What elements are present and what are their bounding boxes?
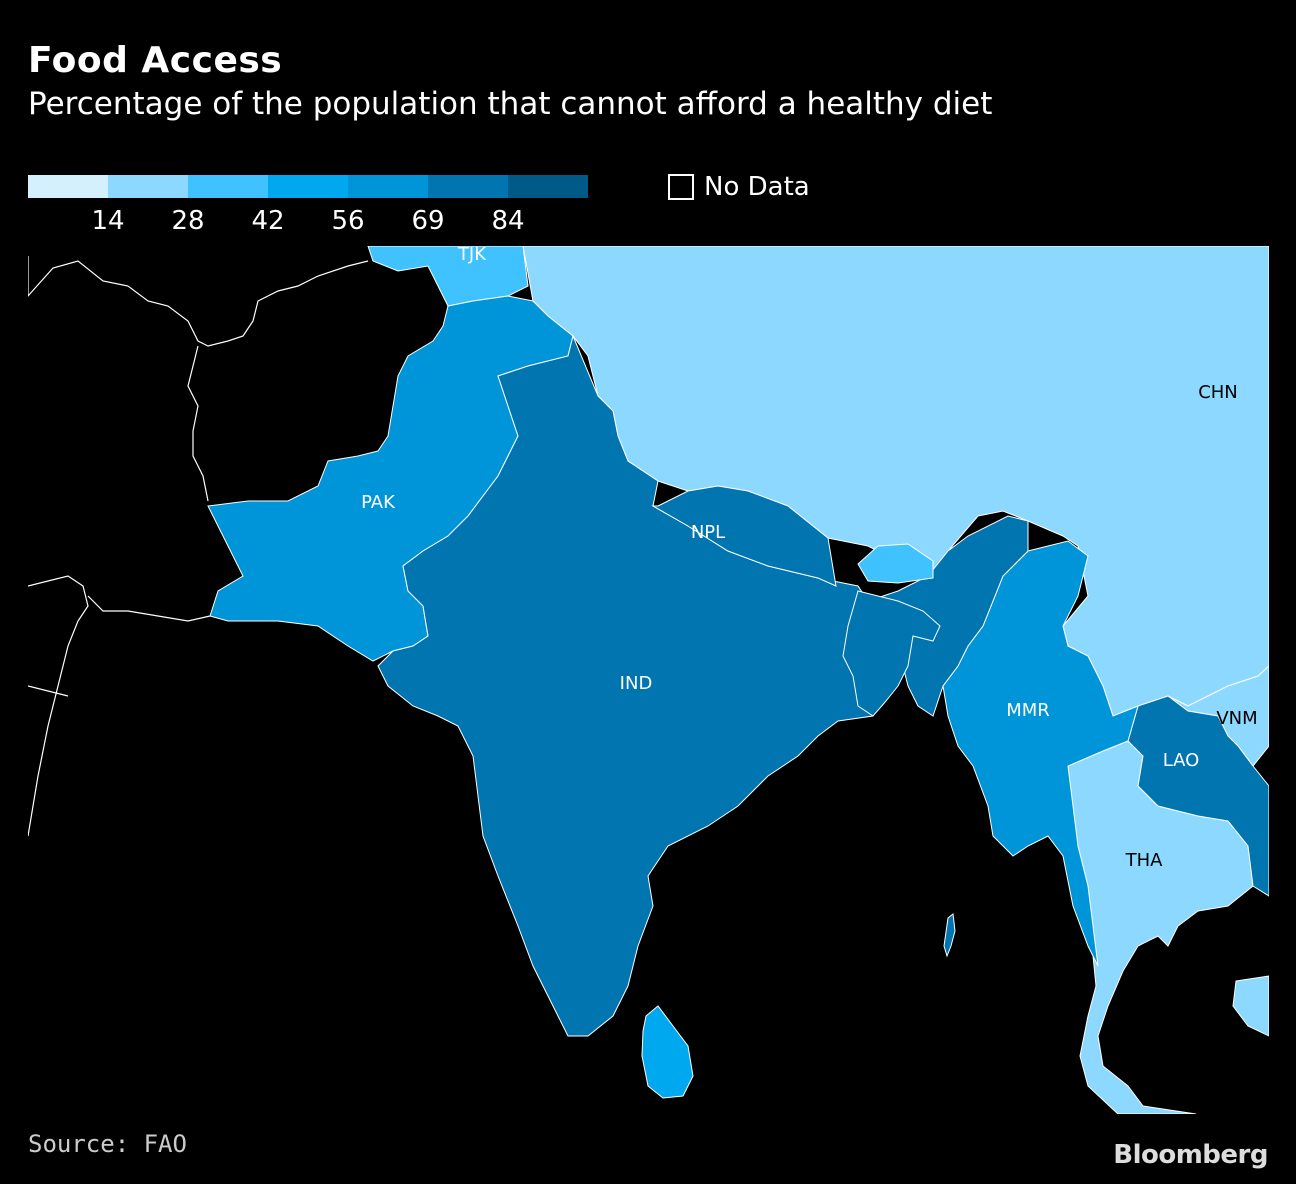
no-data-swatch [668,174,694,200]
region-bgd [842,590,941,717]
legend-swatch [188,175,268,198]
map-svg: TJK PAK NPL IND CHN MMR LAO VNM THA [28,246,1269,1114]
legend-tick: 84 [491,206,525,236]
legend-swatch [428,175,508,198]
label-ind: IND [620,673,653,694]
legend-swatch [268,175,348,198]
legend-tick: 42 [251,206,285,236]
legend-swatch [108,175,188,198]
legend-tick: 56 [331,206,365,236]
legend-no-data: No Data [668,172,810,202]
legend-swatch [28,175,108,198]
label-npl: NPL [691,522,725,543]
label-mmr: MMR [1006,700,1050,721]
region-mys [1232,975,1269,1037]
chart-title: Food Access [28,40,283,81]
legend-swatch [508,175,588,198]
country-borders [28,256,369,837]
map: TJK PAK NPL IND CHN MMR LAO VNM THA [28,246,1269,1114]
region-mmr [942,540,1139,967]
label-chn: CHN [1198,382,1238,403]
region-lao [1127,695,1269,897]
region-btn [857,543,934,584]
no-data-label: No Data [704,172,810,202]
legend-color-scale [28,175,588,198]
source-note: Source: FAO [28,1130,187,1158]
region-andaman [943,913,956,958]
label-tjk: TJK [457,246,487,265]
chart-subtitle: Percentage of the population that cannot… [28,86,993,122]
region-lka [641,1005,694,1099]
legend-tick: 14 [91,206,125,236]
legend-ticks: 14 28 42 56 69 84 [28,206,628,236]
label-pak: PAK [361,492,396,513]
label-vnm: VNM [1216,708,1257,729]
label-lao: LAO [1163,750,1200,771]
legend-swatch [348,175,428,198]
legend-tick: 69 [411,206,445,236]
bloomberg-logo: Bloomberg [1113,1140,1268,1170]
label-tha: THA [1125,850,1164,871]
legend-tick: 28 [171,206,205,236]
region-npl [651,485,837,587]
